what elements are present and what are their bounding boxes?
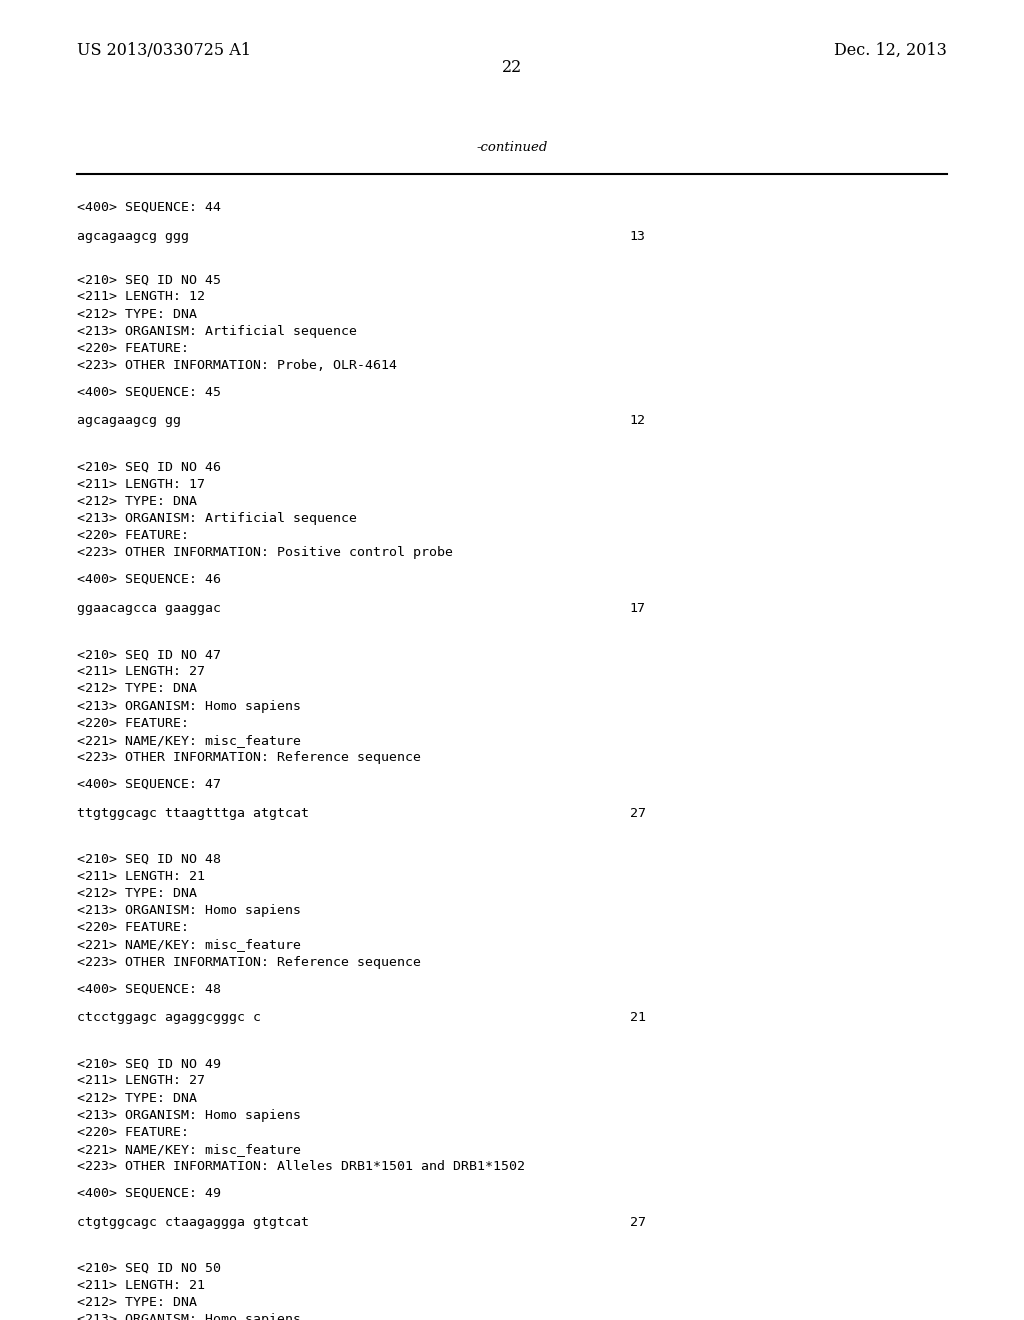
- Text: <223> OTHER INFORMATION: Alleles DRB1*1501 and DRB1*1502: <223> OTHER INFORMATION: Alleles DRB1*15…: [77, 1160, 524, 1173]
- Text: <400> SEQUENCE: 46: <400> SEQUENCE: 46: [77, 573, 221, 586]
- Text: <220> FEATURE:: <220> FEATURE:: [77, 921, 188, 935]
- Text: <220> FEATURE:: <220> FEATURE:: [77, 1126, 188, 1139]
- Text: <223> OTHER INFORMATION: Reference sequence: <223> OTHER INFORMATION: Reference seque…: [77, 956, 421, 969]
- Text: 27: 27: [630, 1216, 646, 1229]
- Text: <211> LENGTH: 21: <211> LENGTH: 21: [77, 1279, 205, 1292]
- Text: <211> LENGTH: 27: <211> LENGTH: 27: [77, 1074, 205, 1088]
- Text: <213> ORGANISM: Homo sapiens: <213> ORGANISM: Homo sapiens: [77, 1109, 301, 1122]
- Text: <223> OTHER INFORMATION: Reference sequence: <223> OTHER INFORMATION: Reference seque…: [77, 751, 421, 764]
- Text: <221> NAME/KEY: misc_feature: <221> NAME/KEY: misc_feature: [77, 1143, 301, 1156]
- Text: <220> FEATURE:: <220> FEATURE:: [77, 529, 188, 543]
- Text: agcagaagcg gg: agcagaagcg gg: [77, 414, 181, 428]
- Text: <220> FEATURE:: <220> FEATURE:: [77, 717, 188, 730]
- Text: <210> SEQ ID NO 45: <210> SEQ ID NO 45: [77, 273, 221, 286]
- Text: 21: 21: [630, 1011, 646, 1024]
- Text: <221> NAME/KEY: misc_feature: <221> NAME/KEY: misc_feature: [77, 939, 301, 952]
- Text: <213> ORGANISM: Homo sapiens: <213> ORGANISM: Homo sapiens: [77, 700, 301, 713]
- Text: <223> OTHER INFORMATION: Probe, OLR-4614: <223> OTHER INFORMATION: Probe, OLR-4614: [77, 359, 397, 372]
- Text: <400> SEQUENCE: 47: <400> SEQUENCE: 47: [77, 777, 221, 791]
- Text: <213> ORGANISM: Artificial sequence: <213> ORGANISM: Artificial sequence: [77, 512, 356, 525]
- Text: <210> SEQ ID NO 46: <210> SEQ ID NO 46: [77, 461, 221, 474]
- Text: 12: 12: [630, 414, 646, 428]
- Text: <400> SEQUENCE: 44: <400> SEQUENCE: 44: [77, 201, 221, 214]
- Text: 17: 17: [630, 602, 646, 615]
- Text: <211> LENGTH: 27: <211> LENGTH: 27: [77, 665, 205, 678]
- Text: <400> SEQUENCE: 49: <400> SEQUENCE: 49: [77, 1187, 221, 1200]
- Text: <210> SEQ ID NO 50: <210> SEQ ID NO 50: [77, 1262, 221, 1275]
- Text: US 2013/0330725 A1: US 2013/0330725 A1: [77, 42, 251, 59]
- Text: ttgtggcagc ttaagtttga atgtcat: ttgtggcagc ttaagtttga atgtcat: [77, 807, 309, 820]
- Text: <212> TYPE: DNA: <212> TYPE: DNA: [77, 495, 197, 508]
- Text: <400> SEQUENCE: 45: <400> SEQUENCE: 45: [77, 385, 221, 399]
- Text: <213> ORGANISM: Artificial sequence: <213> ORGANISM: Artificial sequence: [77, 325, 356, 338]
- Text: <213> ORGANISM: Homo sapiens: <213> ORGANISM: Homo sapiens: [77, 1313, 301, 1320]
- Text: <221> NAME/KEY: misc_feature: <221> NAME/KEY: misc_feature: [77, 734, 301, 747]
- Text: 22: 22: [502, 59, 522, 77]
- Text: <211> LENGTH: 17: <211> LENGTH: 17: [77, 478, 205, 491]
- Text: ctcctggagc agaggcgggc c: ctcctggagc agaggcgggc c: [77, 1011, 261, 1024]
- Text: <212> TYPE: DNA: <212> TYPE: DNA: [77, 887, 197, 900]
- Text: <223> OTHER INFORMATION: Positive control probe: <223> OTHER INFORMATION: Positive contro…: [77, 546, 453, 560]
- Text: <213> ORGANISM: Homo sapiens: <213> ORGANISM: Homo sapiens: [77, 904, 301, 917]
- Text: <211> LENGTH: 12: <211> LENGTH: 12: [77, 290, 205, 304]
- Text: <210> SEQ ID NO 47: <210> SEQ ID NO 47: [77, 648, 221, 661]
- Text: ctgtggcagc ctaagaggga gtgtcat: ctgtggcagc ctaagaggga gtgtcat: [77, 1216, 309, 1229]
- Text: ggaacagcca gaaggac: ggaacagcca gaaggac: [77, 602, 221, 615]
- Text: <212> TYPE: DNA: <212> TYPE: DNA: [77, 308, 197, 321]
- Text: -continued: -continued: [476, 141, 548, 154]
- Text: Dec. 12, 2013: Dec. 12, 2013: [835, 42, 947, 59]
- Text: <212> TYPE: DNA: <212> TYPE: DNA: [77, 1092, 197, 1105]
- Text: <220> FEATURE:: <220> FEATURE:: [77, 342, 188, 355]
- Text: <212> TYPE: DNA: <212> TYPE: DNA: [77, 1296, 197, 1309]
- Text: 13: 13: [630, 230, 646, 243]
- Text: <212> TYPE: DNA: <212> TYPE: DNA: [77, 682, 197, 696]
- Text: <210> SEQ ID NO 49: <210> SEQ ID NO 49: [77, 1057, 221, 1071]
- Text: agcagaagcg ggg: agcagaagcg ggg: [77, 230, 188, 243]
- Text: <400> SEQUENCE: 48: <400> SEQUENCE: 48: [77, 982, 221, 995]
- Text: <210> SEQ ID NO 48: <210> SEQ ID NO 48: [77, 853, 221, 866]
- Text: 27: 27: [630, 807, 646, 820]
- Text: <211> LENGTH: 21: <211> LENGTH: 21: [77, 870, 205, 883]
